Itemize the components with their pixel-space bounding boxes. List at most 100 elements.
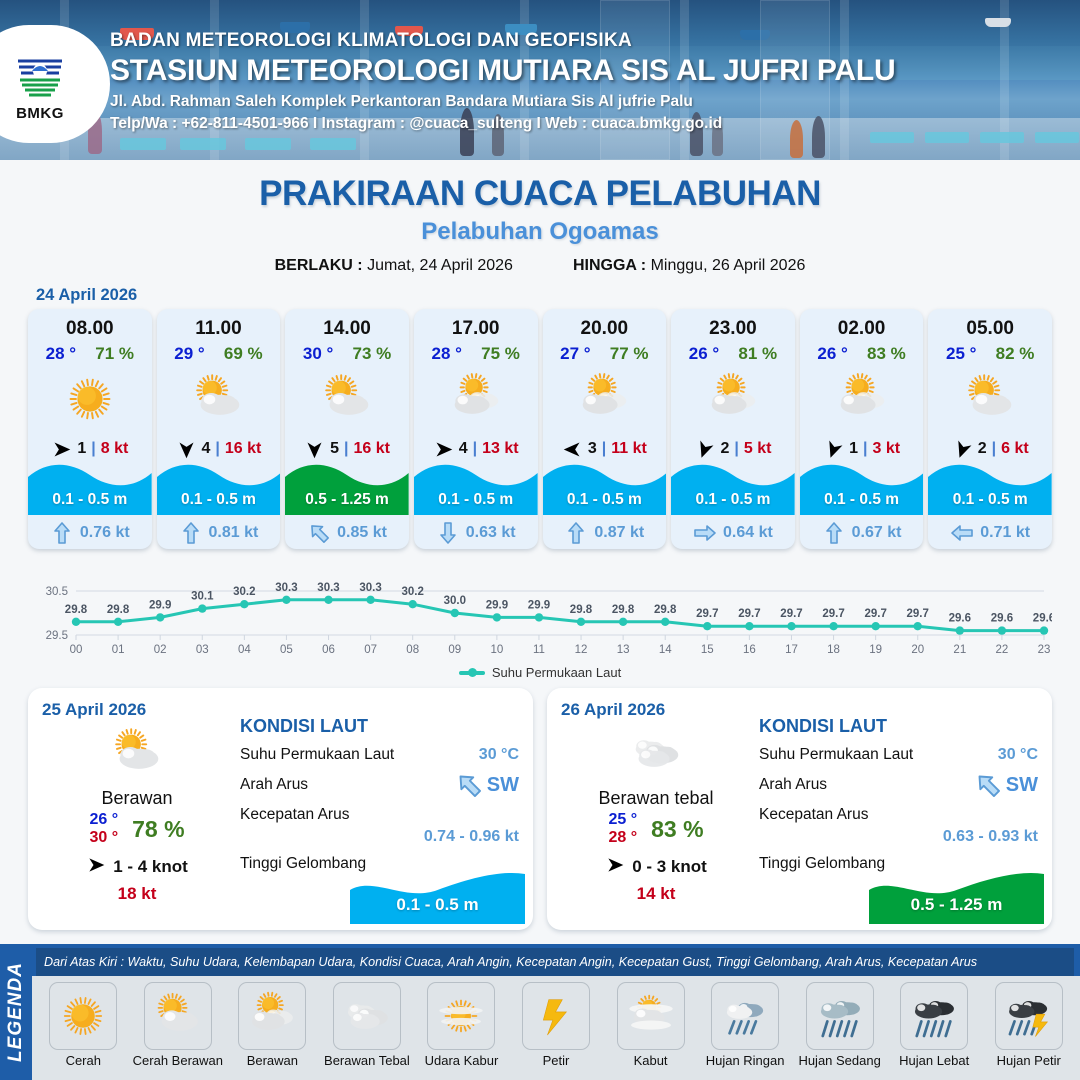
hourly-card[interactable]: 02.00 26 ° 83 % 1 | 3 kt 0.1 - 0.5 m 0.6… [799,309,924,549]
weather-icon-cloudy [414,366,538,432]
wind-speed: 16 kt [224,440,262,457]
svg-text:09: 09 [448,644,461,656]
daily-forecast-card[interactable]: 26 April 2026 Berawan tebal 25 ° 28 ° 83… [547,688,1052,930]
svg-text:29.8: 29.8 [107,604,130,616]
current-speed: 0.81 kt [208,524,259,541]
svg-text:30.1: 30.1 [191,591,214,603]
card-wind-row: 4 | 13 kt [414,434,538,464]
sst-label: Suhu Permukaan Laut [759,746,914,763]
svg-text:29.6: 29.6 [949,613,971,625]
card-current-row: 0.87 kt [543,522,667,544]
wave-graphic-icon [156,453,281,515]
chart-legend: Suhu Permukaan Laut [0,665,1080,680]
card-time: 14.00 [323,318,371,339]
wind-direction-scale: 4 [201,440,211,457]
hourly-card[interactable]: 17.00 28 ° 75 % 4 | 13 kt 0.1 - 0.5 m 0.… [413,309,538,549]
sea-conditions-title: KONDISI LAUT [240,716,368,736]
wind-speed: 6 kt [1001,440,1029,457]
hourly-card[interactable]: 20.00 27 ° 77 % 3 | 11 kt 0.1 - 0.5 m 0.… [542,309,667,549]
card-time: 23.00 [709,318,757,339]
card-humidity: 75 % [481,344,520,363]
card-time: 02.00 [837,318,886,339]
wind-direction-scale: 1 [849,440,858,457]
legend-item-label: Petir [542,1053,570,1068]
wind-speed: 11 kt [611,440,647,457]
card-temperature: 28 ° [45,344,77,363]
legend-item-label: Udara Kabur [424,1053,499,1068]
page-subtitle: Pelabuhan Ogoamas [421,218,659,245]
legend-item: Hujan Ringan [698,982,793,1068]
daily-gust-speed: 14 kt [636,883,676,903]
svg-text:08: 08 [406,644,419,656]
daily-temp-hum-row: 26 ° 30 ° 78 % [42,811,232,848]
svg-text:29.9: 29.9 [486,599,508,611]
legend-item: Cerah [36,982,131,1068]
wind-separator: | [601,440,607,457]
hourly-card[interactable]: 08.00 28 ° 71 % 1 | 8 kt 0.1 - 0.5 m 0.7… [28,309,152,549]
card-time: 08.00 [66,318,114,339]
wave-graphic-icon [413,453,538,515]
legend-item: Udara Kabur [414,982,509,1068]
card-temp-hum-row: 27 ° 77 % [543,344,667,364]
card-humidity: 73 % [352,344,392,363]
svg-text:12: 12 [575,644,588,656]
wind-direction-arrow-icon [433,439,454,460]
svg-text:29.7: 29.7 [907,608,929,620]
daily-temp-max: 28 ° [608,829,638,847]
current-speed: 0.63 kt [465,524,516,541]
legend-item-label: Cerah Berawan [132,1053,223,1068]
chart-legend-label: Suhu Permukaan Laut [491,665,622,680]
hourly-card[interactable]: 14.00 30 ° 73 % 5 | 16 kt 0.5 - 1.25 m 0… [285,309,409,549]
weather-icon-cloudy [671,366,795,432]
hourly-card[interactable]: 11.00 29 ° 69 % 4 | 16 kt 0.1 - 0.5 m 0.… [156,309,281,549]
card-temp-hum-row: 26 ° 81 % [671,344,795,364]
hourly-card[interactable]: 05.00 25 ° 82 % 2 | 6 kt 0.1 - 0.5 m 0.7… [928,309,1052,549]
sst-line: Suhu Permukaan Laut 30 °C [240,746,519,764]
svg-text:29.7: 29.7 [780,608,802,620]
card-humidity: 82 % [995,344,1035,363]
header-text-block: BADAN METEOROLOGI KLIMATOLOGI DAN GEOFIS… [110,30,896,133]
legend-note: Dari Atas Kiri : Waktu, Suhu Udara, Kele… [36,948,1074,976]
card-temp-hum-row: 30 ° 73 % [285,344,409,364]
wind-speed: 16 kt [353,440,390,457]
legend-item-label: Hujan Petir [996,1053,1061,1068]
bmkg-logo-text: BMKG [16,104,64,122]
svg-text:11: 11 [533,644,545,656]
legend-item: Hujan Petir [981,982,1076,1068]
svg-text:22: 22 [996,644,1009,656]
sst-line: Suhu Permukaan Laut 30 °C [759,746,1038,764]
svg-text:30.3: 30.3 [317,582,339,594]
svg-text:30.3: 30.3 [275,582,297,594]
svg-text:16: 16 [743,644,756,656]
wind-direction-arrow-icon [823,439,844,460]
legenda-tab: LEGENDA [0,944,32,1080]
current-speed: 0.85 kt [337,524,387,541]
sea-conditions-block: KONDISI LAUT Suhu Permukaan Laut 30 °C A… [759,716,1038,873]
header-banner: BMKG BADAN METEOROLOGI KLIMATOLOGI DAN G… [0,0,1080,160]
wind-direction-scale: 5 [330,440,340,457]
current-direction-arrow-icon [564,522,588,544]
svg-text:29.6: 29.6 [991,613,1013,625]
wind-direction-scale: 4 [458,440,468,457]
svg-text:30.3: 30.3 [359,582,381,594]
wind-separator: | [734,440,739,457]
current-direction-arrow-icon [950,523,974,543]
card-wind-row: 1 | 3 kt [800,434,924,464]
wind-direction-arrow-icon [605,855,625,880]
legend-item: Hujan Lebat [887,982,982,1068]
wind-separator: | [344,440,349,457]
card-temperature: 26 ° [688,344,720,363]
daily-gust-speed: 18 kt [117,883,157,903]
wave-graphic-icon [799,453,924,515]
svg-text:29.7: 29.7 [822,608,844,620]
legend-item: Cerah Berawan [131,982,226,1068]
card-current-row: 0.71 kt [928,523,1052,543]
card-time: 05.00 [966,318,1014,339]
daily-forecast-card[interactable]: 25 April 2026 Berawan 26 ° 30 ° 78 % 1 -… [28,688,533,930]
card-temperature: 30 ° [302,344,334,363]
card-temp-hum-row: 25 ° 82 % [928,344,1052,364]
hourly-card[interactable]: 23.00 26 ° 81 % 2 | 5 kt 0.1 - 0.5 m 0.6… [671,309,795,549]
current-direction-value-group: SW [973,773,1038,797]
berlaku-value: Jumat, 24 April 2026 [367,257,513,274]
weather-icon-cloudy [543,366,667,432]
